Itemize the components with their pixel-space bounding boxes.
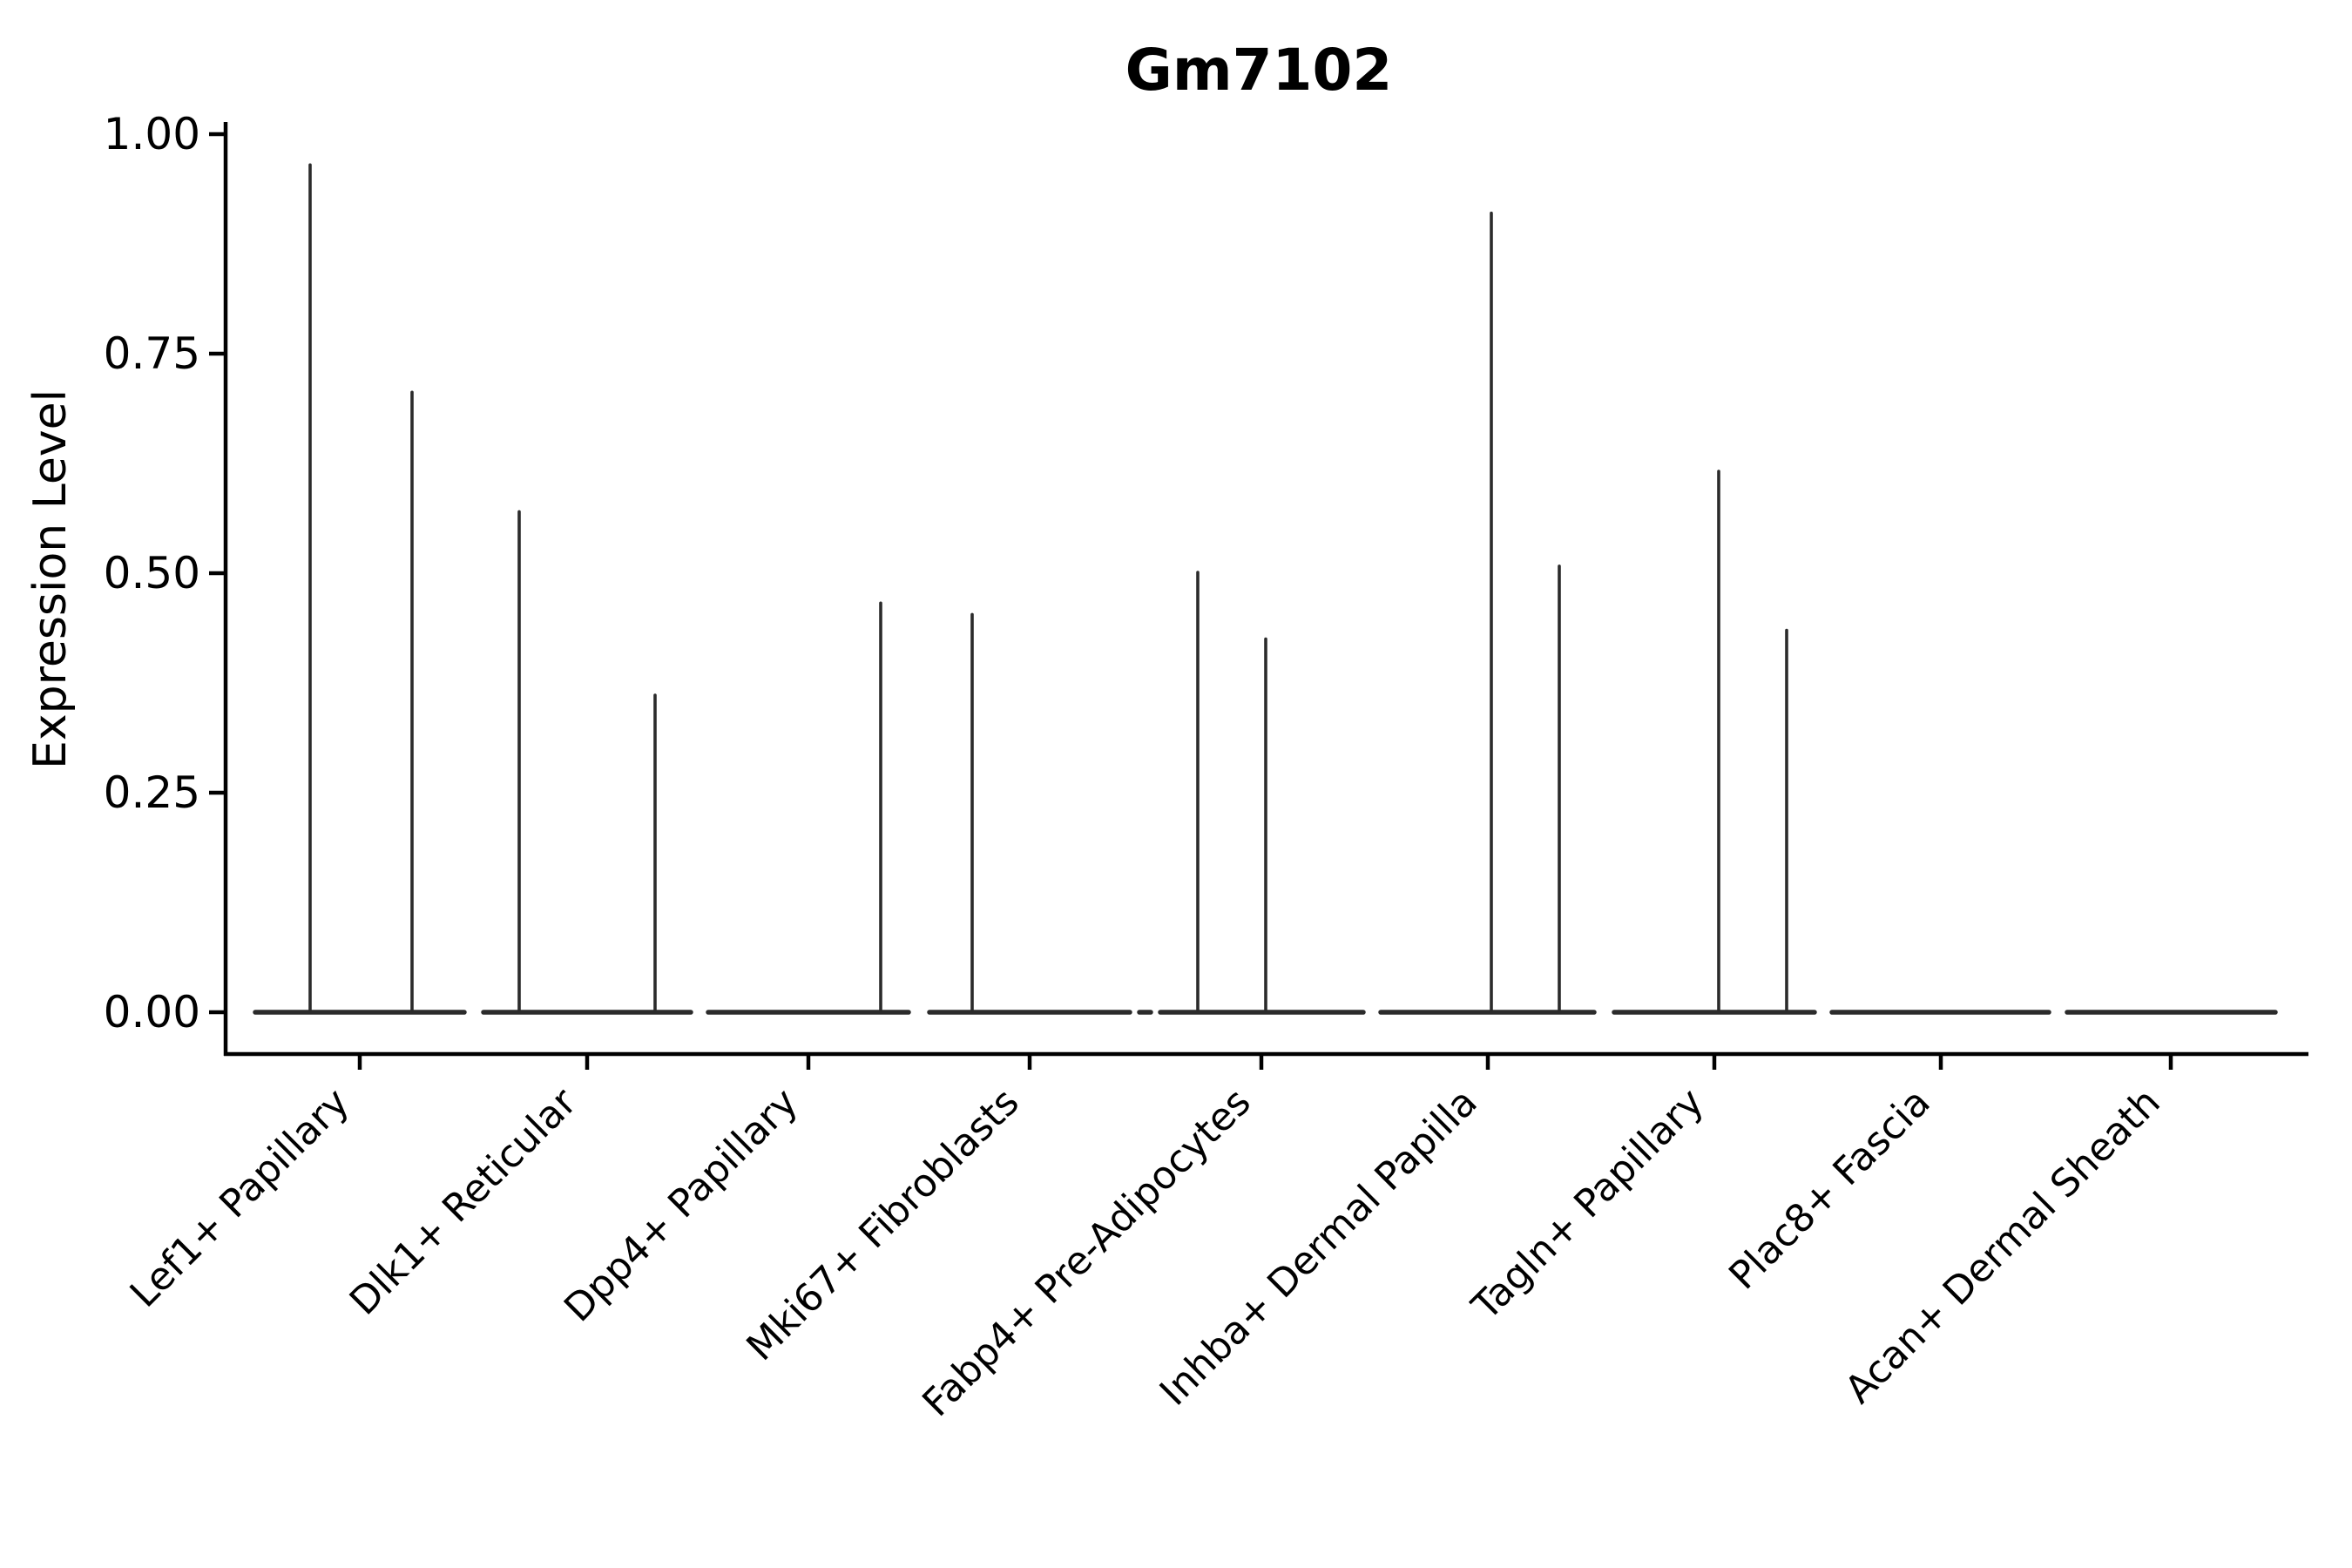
x-category-label: Dpp4+ Papillary [556,1080,807,1331]
y-tick-label: 0.50 [104,548,200,598]
y-axis: 1.00 0.75 0.50 0.25 0.00 [104,109,228,1056]
violin-6 [1378,211,1597,1015]
y-tick-label: 0.25 [104,767,200,818]
y-axis-title: Expression Level [24,389,77,769]
x-category-label: Tagln+ Papillary [1463,1080,1713,1329]
y-tick-label: 1.00 [104,109,200,159]
y-tick-label: 0.00 [104,987,200,1037]
violin-7 [1612,470,1817,1015]
violin-2 [481,510,693,1015]
chart-title: Gm7102 [1125,37,1393,104]
y-tick-label: 0.75 [104,328,200,379]
violin-3 [706,601,911,1015]
violin-5 [1137,571,1366,1015]
x-category-label: Plac8+ Fascia [1720,1080,1939,1299]
violin-4 [927,612,1132,1015]
x-category-label: Lef1+ Papillary [122,1080,358,1316]
violin-1 [253,163,467,1015]
violins-layer [253,163,2278,1015]
x-category-label: Dlk1+ Reticular [341,1079,586,1324]
